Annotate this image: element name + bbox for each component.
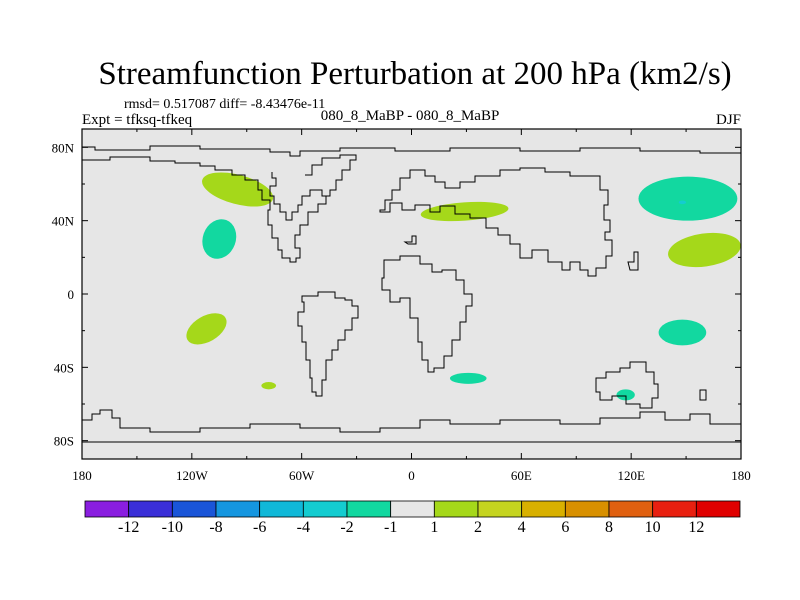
coastline-australia bbox=[595, 361, 659, 409]
colorbar-swatch bbox=[433, 500, 479, 518]
colorbar-swatch bbox=[521, 500, 566, 518]
x-tick-label: 0 bbox=[408, 468, 415, 483]
contour-blob-11 bbox=[658, 319, 707, 346]
contour-blob-7 bbox=[616, 389, 635, 401]
map-background bbox=[82, 129, 741, 459]
x-axis: 180 120W 60W 0 60E 120E 180 bbox=[72, 129, 751, 483]
x-tick-label: 60E bbox=[511, 468, 532, 483]
colorbar-swatch bbox=[652, 500, 697, 518]
colorbar-swatch bbox=[695, 500, 741, 518]
coastline-africa bbox=[381, 255, 473, 373]
colorbar-swatch bbox=[390, 500, 435, 518]
x-tick-label: 180 bbox=[731, 468, 751, 483]
y-tick-label: 80N bbox=[52, 140, 75, 155]
colorbar-label: -4 bbox=[297, 519, 310, 536]
colorbar-label: -6 bbox=[253, 519, 266, 536]
colorbar: -12 -10 -8 -6 -4 -2 -1 1 2 4 6 8 10 12 bbox=[84, 500, 741, 536]
map-plot-area bbox=[81, 128, 742, 460]
x-tick-label: 120E bbox=[617, 468, 645, 483]
contour-blob-4 bbox=[186, 313, 227, 345]
colorbar-swatch bbox=[128, 500, 173, 518]
colorbar-swatch bbox=[259, 500, 304, 518]
colorbar-swatch bbox=[477, 500, 523, 518]
coastline-antarctica bbox=[82, 409, 741, 433]
coastline-arctic bbox=[82, 145, 741, 157]
coastline-north-america bbox=[82, 156, 327, 263]
contour-fills bbox=[186, 172, 741, 401]
contour-blob-9 bbox=[678, 200, 687, 205]
colorbar-swatch bbox=[215, 500, 261, 518]
contour-blob-3 bbox=[202, 219, 237, 259]
x-tick-label: 120W bbox=[176, 468, 209, 483]
colorbar-swatch bbox=[84, 500, 130, 518]
contour-blob-8 bbox=[638, 176, 738, 221]
y-tick-label: 0 bbox=[68, 287, 75, 302]
coastlines bbox=[82, 145, 741, 443]
x-tick-label: 180 bbox=[72, 468, 92, 483]
chart-title: Streamfunction Perturbation at 200 hPa (… bbox=[98, 56, 731, 92]
y-tick-label: 40N bbox=[52, 214, 75, 229]
colorbar-label: -8 bbox=[209, 519, 222, 536]
colorbar-label: 12 bbox=[688, 519, 704, 536]
x-tick-label: 60W bbox=[289, 468, 315, 483]
y-axis: 80N 40N 0 40S 80S bbox=[52, 140, 741, 449]
contour-blob-1 bbox=[202, 172, 274, 207]
contour-blob-6 bbox=[449, 372, 487, 384]
colorbar-swatch bbox=[564, 500, 610, 518]
y-tick-label: 40S bbox=[54, 360, 74, 375]
coastline-eurasia bbox=[379, 167, 613, 277]
colorbar-swatch bbox=[346, 500, 392, 518]
contour-blob-5 bbox=[261, 382, 277, 390]
colorbar-label: -1 bbox=[384, 519, 397, 536]
coastline-uk bbox=[403, 235, 417, 245]
colorbar-swatch bbox=[171, 500, 217, 518]
coastline-nz bbox=[699, 389, 707, 401]
coastline-greenland bbox=[305, 154, 357, 197]
colorbar-swatch bbox=[608, 500, 654, 518]
colorbar-label: 1 bbox=[430, 519, 438, 536]
y-tick-label: 80S bbox=[54, 434, 74, 449]
contour-blob-2 bbox=[420, 201, 509, 222]
coastline-south-america bbox=[297, 291, 359, 397]
colorbar-label: 10 bbox=[645, 519, 661, 536]
colorbar-label: -10 bbox=[162, 519, 183, 536]
coastline-japan bbox=[627, 251, 639, 271]
colorbar-label: 6 bbox=[561, 519, 569, 536]
colorbar-label: -12 bbox=[118, 519, 139, 536]
center-label: 080_8_MaBP - 080_8_MaBP bbox=[321, 108, 500, 124]
right-label: DJF bbox=[716, 112, 741, 128]
colorbar-swatch bbox=[302, 500, 348, 518]
colorbar-label: 4 bbox=[518, 519, 526, 536]
colorbar-label: 8 bbox=[605, 519, 613, 536]
colorbar-label: 2 bbox=[474, 519, 482, 536]
colorbar-label: -2 bbox=[340, 519, 353, 536]
left-label: Expt = tfksq-tfkeq bbox=[82, 112, 193, 128]
stats-line: rmsd= 0.517087 diff= -8.43476e-11 bbox=[124, 97, 325, 112]
contour-blob-10 bbox=[668, 232, 741, 268]
